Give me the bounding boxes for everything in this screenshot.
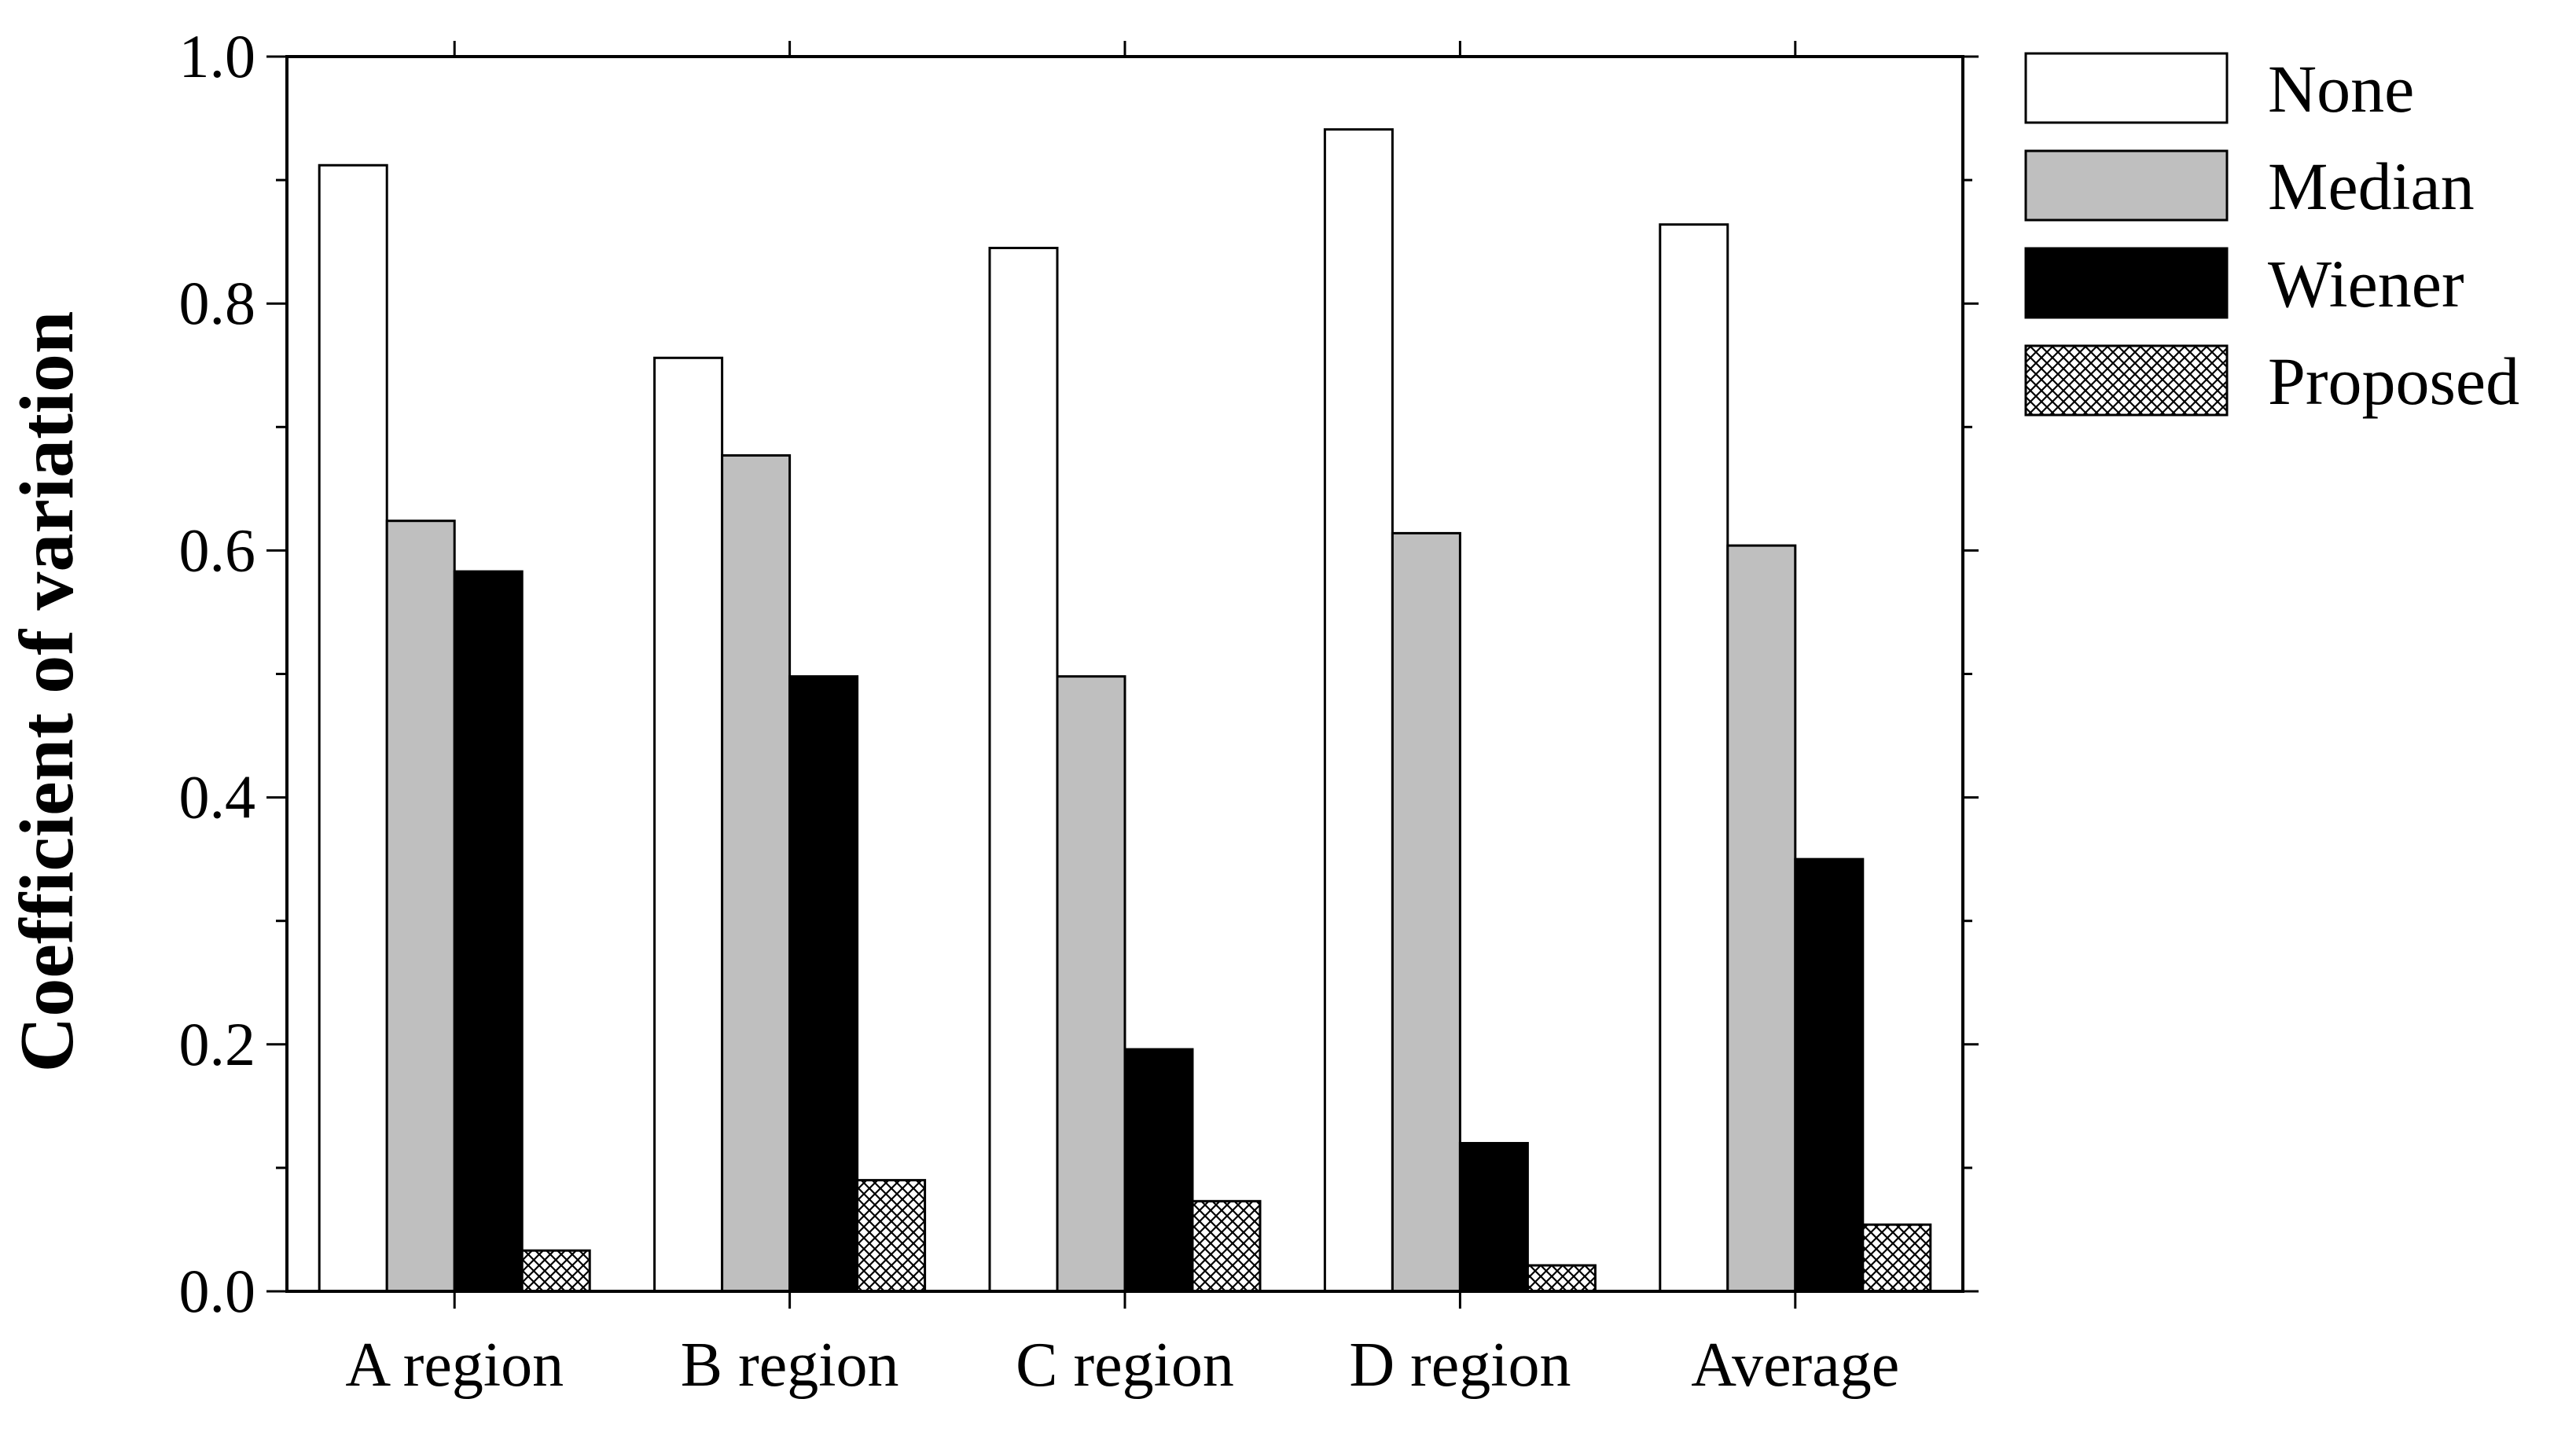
bar-proposed-2: [856, 1179, 927, 1293]
y-axis-title: Coefficient of variation: [5, 311, 90, 1073]
legend: None Median Wiener Proposed: [2024, 51, 2519, 419]
bars-group: [318, 128, 1932, 1293]
legend-swatch-proposed: [2024, 344, 2229, 417]
y-axis-title-group: Coefficient of variation: [5, 311, 90, 1073]
x-tick-label: C region: [1016, 1331, 1234, 1400]
bar-none-1: [318, 163, 388, 1293]
x-tick-label: B region: [681, 1331, 899, 1400]
bar-wiener-1: [453, 570, 524, 1293]
bar-median-4: [1391, 531, 1461, 1293]
legend-swatch-median: [2024, 149, 2229, 222]
bar-none-3: [988, 247, 1059, 1293]
y-tick-label: 0.2: [179, 1010, 256, 1078]
bar-wiener-5: [1794, 857, 1865, 1293]
bar-median-3: [1056, 675, 1126, 1293]
axes-group: A region B region C region D region Average 0…: [179, 22, 1979, 1400]
bar-median-2: [721, 453, 792, 1293]
bar-wiener-3: [1123, 1048, 1194, 1293]
bar-proposed-3: [1191, 1199, 1262, 1293]
bar-proposed-1: [520, 1249, 591, 1293]
legend-label-proposed: Proposed: [2268, 343, 2519, 419]
y-tick-label: 0.6: [179, 516, 256, 584]
bar-proposed-4: [1526, 1264, 1597, 1293]
bar-median-1: [385, 520, 456, 1293]
bar-wiener-4: [1458, 1141, 1529, 1293]
bar-proposed-5: [1861, 1223, 1932, 1293]
legend-label-none: None: [2268, 51, 2414, 127]
y-tick-label: 0.0: [179, 1257, 256, 1325]
y-tick-label: 1.0: [179, 22, 256, 90]
legend-swatch-wiener: [2024, 247, 2229, 319]
bar-wiener-2: [788, 675, 859, 1293]
x-tick-label: Average: [1691, 1331, 1899, 1400]
x-tick-label: A region: [345, 1331, 564, 1400]
y-tick-label: 0.4: [179, 763, 256, 832]
x-tick-label: D region: [1349, 1331, 1571, 1400]
legend-label-wiener: Wiener: [2268, 246, 2464, 321]
legend-swatch-none: [2024, 52, 2229, 124]
y-tick-label: 0.8: [179, 269, 256, 337]
bar-none-2: [653, 356, 724, 1293]
bar-none-5: [1659, 223, 1729, 1293]
bar-median-5: [1726, 544, 1797, 1293]
bar-none-4: [1323, 128, 1394, 1293]
legend-label-median: Median: [2268, 149, 2475, 224]
